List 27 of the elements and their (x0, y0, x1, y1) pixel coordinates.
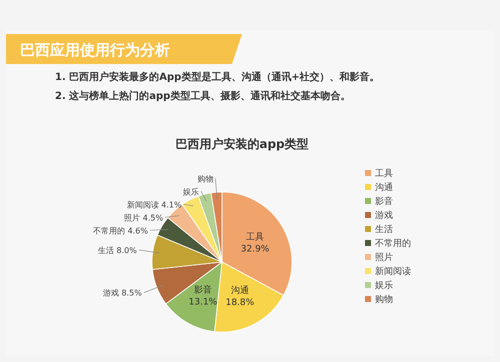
slice-label: 沟通 (230, 285, 249, 296)
legend-label: 新闻阅读 (375, 266, 411, 277)
text: 1. 巴西用户安装最多的App类型是工具、沟通（通讯+社交）、和影音。 (55, 71, 380, 83)
data-label: 13.1% (188, 297, 218, 308)
slice-label: 购物 (197, 174, 214, 184)
category-label: 不常用的 4.6% (93, 226, 148, 236)
slice-label: 工具 (246, 231, 264, 242)
data-label: 32.9% (240, 244, 270, 254)
slice-label: 娱乐 (183, 187, 200, 196)
chart-title: 巴西用户安装的app类型 (175, 137, 309, 151)
category-label: 照片 4.5% (124, 213, 164, 222)
category-label: 游戏 8.5% (102, 288, 142, 298)
data-label: 18.8% (226, 298, 255, 308)
category-label: 生活 8.0% (98, 246, 137, 255)
text: 巴西应用使用行为分析 (20, 41, 170, 59)
legend-label: 工具 (375, 168, 393, 179)
legend-label: 游戏 (375, 210, 393, 221)
legend-label: 照片 (375, 252, 393, 263)
legend-label: 不常用的 (375, 238, 411, 249)
legend-label: 娱乐 (375, 280, 393, 291)
legend-label: 购物 (375, 294, 393, 305)
category-label: 新闻阅读 4.1% (126, 200, 182, 210)
legend-label: 影音 (375, 196, 393, 207)
text: 2. 这与榜单上热门的app类型工具、摄影、通讯和社交基本吻合。 (55, 90, 350, 102)
slice-label: 影音 (194, 284, 212, 296)
legend-label: 生活 (375, 224, 393, 235)
legend-label: 沟通 (375, 182, 393, 193)
